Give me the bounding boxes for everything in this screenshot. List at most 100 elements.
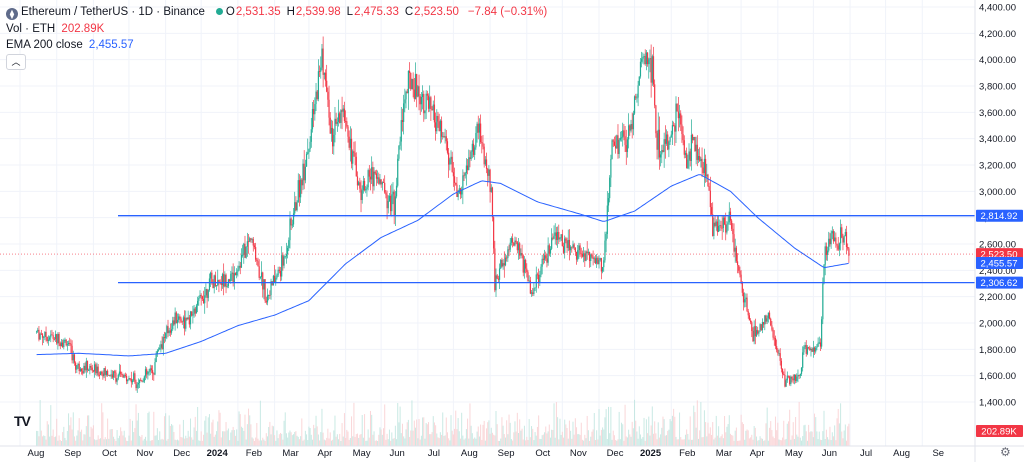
y-tick-label: 2,200.00 bbox=[979, 292, 1016, 303]
chevron-up-icon[interactable]: ︿ bbox=[6, 54, 26, 70]
volume-bar bbox=[309, 428, 311, 446]
volume-bar bbox=[727, 424, 729, 446]
volume-bar bbox=[353, 402, 355, 446]
volume-bar bbox=[474, 437, 476, 446]
candle-body bbox=[43, 336, 45, 338]
candle-body bbox=[329, 117, 331, 134]
volume-bar bbox=[623, 440, 625, 446]
candle-body bbox=[172, 320, 174, 330]
candle-body bbox=[221, 274, 224, 285]
candle-body bbox=[146, 369, 148, 375]
candle-body bbox=[90, 366, 92, 368]
volume-bar bbox=[667, 430, 669, 446]
volume-bar bbox=[455, 410, 457, 446]
candle-body bbox=[844, 231, 846, 237]
candle-body bbox=[283, 256, 285, 266]
candle-body bbox=[238, 265, 240, 270]
volume-bar bbox=[812, 437, 814, 446]
candle-body bbox=[564, 238, 566, 253]
candle-body bbox=[716, 221, 719, 232]
volume-bar bbox=[647, 433, 649, 446]
volume-bar bbox=[147, 413, 149, 446]
candle-body bbox=[779, 353, 781, 361]
candle-body bbox=[305, 153, 308, 167]
volume-bar bbox=[608, 406, 610, 446]
candle-body bbox=[599, 258, 601, 260]
volume-bar bbox=[688, 439, 690, 446]
volume-bar bbox=[613, 435, 615, 446]
candle-body bbox=[496, 275, 498, 279]
candle-body bbox=[316, 91, 318, 99]
volume-bar bbox=[594, 439, 596, 446]
candle-body bbox=[412, 79, 414, 90]
gear-icon[interactable]: ⚙ bbox=[1000, 445, 1011, 459]
volume-bar bbox=[52, 429, 54, 446]
volume-bar bbox=[140, 436, 142, 446]
candle-body bbox=[307, 152, 309, 154]
symbol-title[interactable]: Ethereum / TetherUS · 1D · Binance bbox=[21, 6, 205, 18]
volume-bar bbox=[322, 432, 324, 446]
volume-bar bbox=[287, 437, 289, 446]
candle-body bbox=[752, 331, 754, 342]
volume-bar bbox=[528, 419, 530, 446]
volume-bar bbox=[375, 440, 377, 446]
y-tick-label: 2,600.00 bbox=[979, 240, 1016, 251]
candle-body bbox=[273, 275, 276, 283]
volume-bar bbox=[114, 438, 116, 446]
volume-bar bbox=[41, 436, 43, 446]
volume-bar bbox=[386, 433, 388, 446]
candle-body bbox=[810, 348, 812, 351]
candle-body bbox=[791, 376, 793, 379]
candle-body bbox=[381, 182, 383, 185]
volume-bar bbox=[438, 438, 440, 446]
volume-bar bbox=[211, 422, 213, 446]
candle-body bbox=[749, 320, 752, 323]
volume-bar bbox=[407, 419, 409, 446]
candle-body bbox=[224, 274, 226, 287]
candle-body bbox=[223, 274, 225, 287]
volume-bar bbox=[148, 411, 150, 446]
candle-body bbox=[476, 123, 478, 133]
volume-bar bbox=[767, 440, 769, 446]
candle-body bbox=[230, 273, 232, 282]
candle-body bbox=[294, 202, 296, 214]
y-tick-label: 4,400.00 bbox=[979, 3, 1016, 14]
volume-legend[interactable]: Vol · ETH 202.89K bbox=[6, 23, 107, 35]
x-tick-label: Dec bbox=[607, 448, 624, 459]
volume-bar bbox=[525, 440, 527, 446]
volume-bar bbox=[504, 437, 506, 446]
volume-bar bbox=[819, 439, 821, 446]
volume-bar bbox=[435, 425, 437, 446]
volume-bar bbox=[577, 434, 579, 446]
candle-body bbox=[59, 343, 61, 347]
ema-legend[interactable]: EMA 200 close 2,455.57 bbox=[6, 39, 137, 51]
candle-body bbox=[534, 287, 536, 289]
x-tick-label: Nov bbox=[136, 448, 153, 459]
volume-bar bbox=[810, 431, 812, 446]
candle-body bbox=[206, 289, 208, 298]
volume-bar bbox=[596, 430, 598, 446]
volume-bar bbox=[75, 440, 77, 446]
volume-bar bbox=[311, 439, 313, 446]
candle-body bbox=[484, 159, 486, 165]
candle-body bbox=[263, 279, 265, 290]
volume-bar bbox=[175, 440, 177, 446]
volume-bar bbox=[330, 440, 332, 446]
volume-bar bbox=[120, 427, 122, 446]
volume-bar bbox=[91, 428, 93, 446]
candle-body bbox=[278, 269, 280, 271]
volume-bar bbox=[578, 433, 580, 446]
candle-body bbox=[204, 295, 206, 304]
volume-bar bbox=[368, 437, 370, 446]
volume-bar bbox=[481, 439, 483, 446]
x-tick-label: Sep bbox=[498, 448, 515, 459]
candle-body bbox=[405, 91, 407, 100]
candle-body bbox=[526, 268, 528, 273]
volume-bar bbox=[484, 440, 486, 446]
candle-body bbox=[603, 260, 605, 268]
candle-body bbox=[764, 315, 766, 325]
candle-body bbox=[192, 314, 194, 316]
volume-bar bbox=[139, 435, 141, 446]
candle-body bbox=[266, 295, 269, 303]
